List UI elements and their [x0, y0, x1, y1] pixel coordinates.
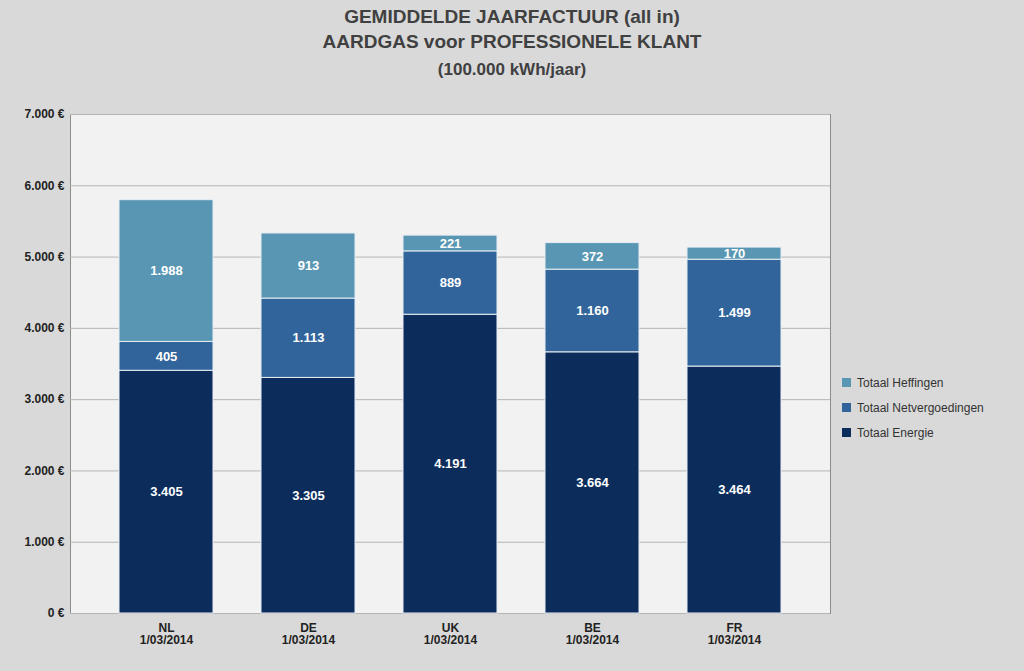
svg-text:3.664: 3.664 [576, 475, 609, 490]
html-text:Totaal Heffingen: Totaal Heffingen [857, 375, 944, 390]
svg-text:1.499: 1.499 [718, 305, 751, 320]
svg-text:NL1/03/2014: NL1/03/2014 [140, 621, 194, 647]
svg-text:0 €: 0 € [48, 606, 65, 620]
svg-text:889: 889 [440, 275, 462, 290]
svg-text:405: 405 [156, 348, 178, 363]
svg-text:3.464: 3.464 [718, 482, 751, 497]
svg-text:170: 170 [724, 246, 746, 261]
svg-text:1.988: 1.988 [150, 263, 183, 278]
svg-text:221: 221 [440, 236, 462, 251]
svg-text:4.000 €: 4.000 € [24, 321, 64, 335]
svg-text:372: 372 [582, 249, 604, 264]
svg-text:1.000 €: 1.000 € [24, 535, 64, 549]
svg-text:3.305: 3.305 [292, 488, 325, 503]
svg-text:2.000 €: 2.000 € [24, 464, 64, 478]
svg-text:1.160: 1.160 [576, 303, 609, 318]
svg-text:913: 913 [298, 258, 320, 273]
html-text:(100.000 kWh/jaar): (100.000 kWh/jaar) [437, 60, 587, 79]
svg-text:BE1/03/2014: BE1/03/2014 [566, 621, 620, 647]
html-text:Totaal Netvergoedingen: Totaal Netvergoedingen [857, 400, 984, 415]
svg-text:4.191: 4.191 [434, 456, 467, 471]
html-text:GEMIDDELDE JAARFACTUUR (all in: GEMIDDELDE JAARFACTUUR (all in) AARDGAS … [322, 6, 702, 52]
svg-text:5.000 €: 5.000 € [24, 250, 64, 264]
svg-text:7.000 €: 7.000 € [24, 107, 64, 121]
svg-text:FR1/03/2014: FR1/03/2014 [708, 621, 762, 647]
svg-text:3.405: 3.405 [150, 484, 183, 499]
html-text:Totaal Energie: Totaal Energie [857, 425, 934, 440]
svg-text:6.000 €: 6.000 € [24, 179, 64, 193]
svg-text:UK1/03/2014: UK1/03/2014 [424, 621, 478, 647]
svg-text:3.000 €: 3.000 € [24, 392, 64, 406]
svg-text:1.113: 1.113 [293, 330, 325, 345]
svg-text:DE1/03/2014: DE1/03/2014 [282, 621, 336, 647]
